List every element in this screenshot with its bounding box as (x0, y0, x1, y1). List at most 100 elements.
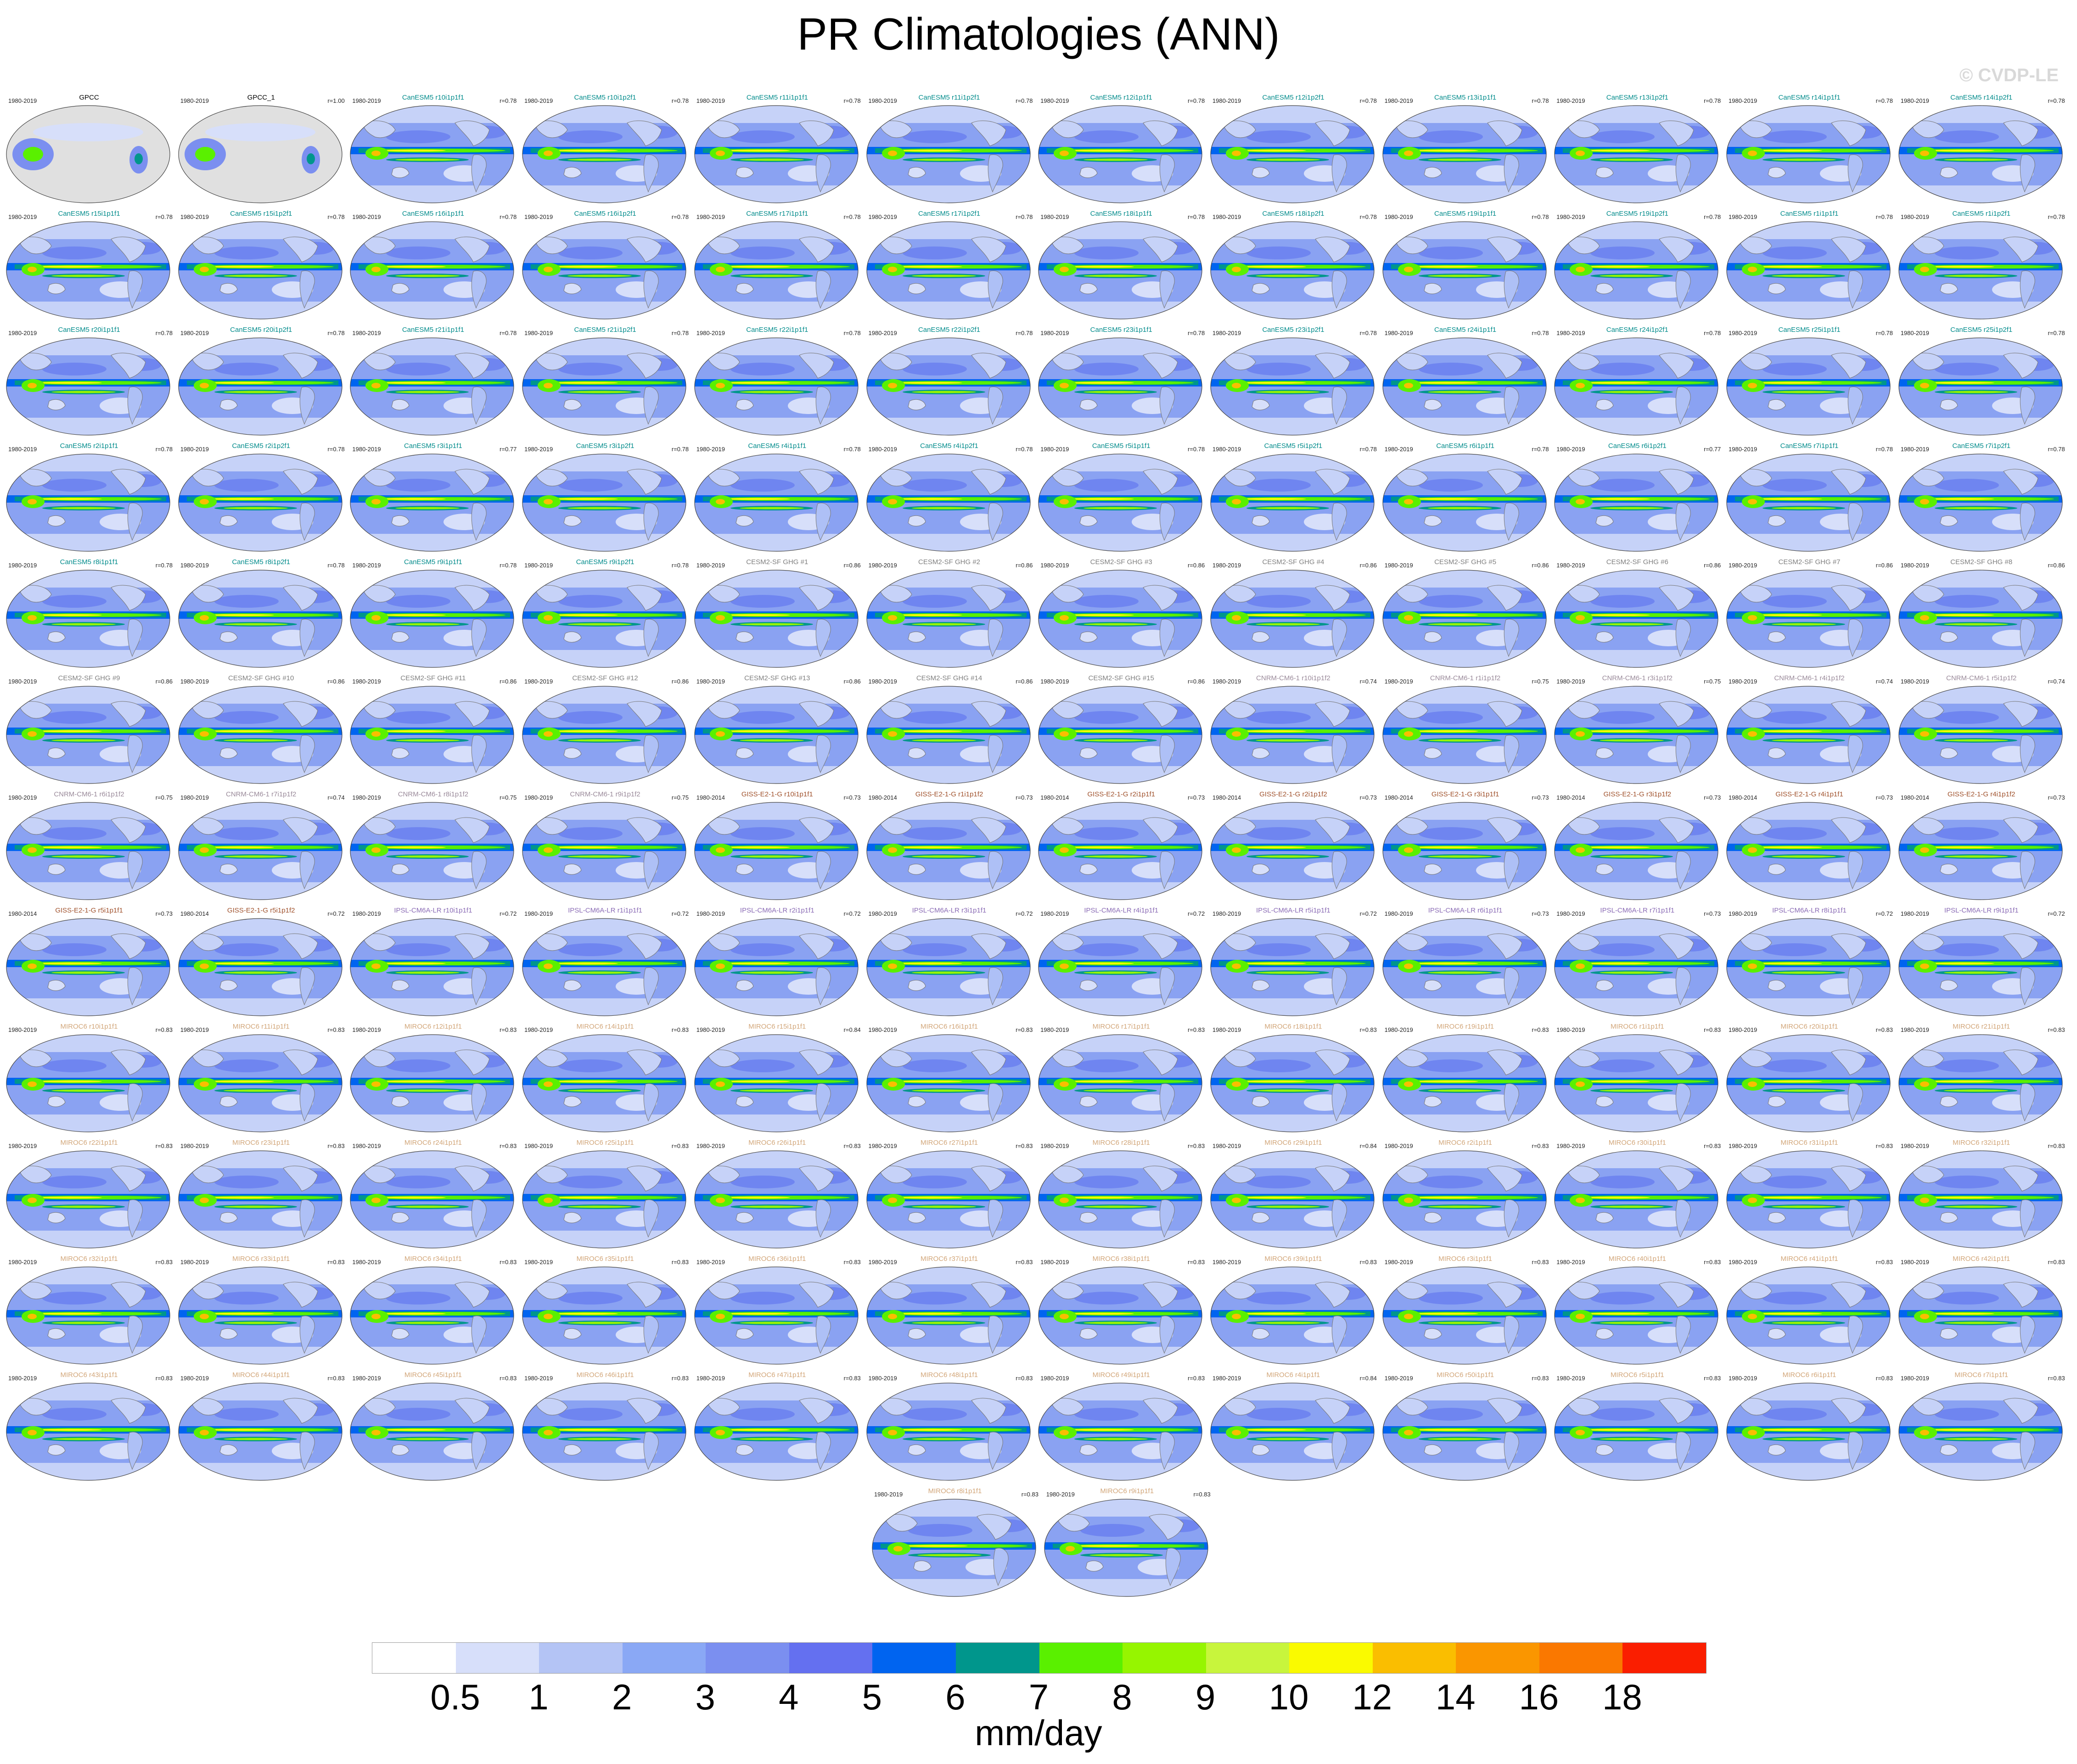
panel-years: 1980-2019 (352, 1026, 381, 1033)
map-panel: MIROC6 r11i1p1f1 1980-2019 r=0.83 (174, 1021, 347, 1136)
panel-title: GISS-E2-1-G r4i1p1f2 (1947, 790, 2015, 798)
colorbar-tick-label: 6 (945, 1677, 966, 1717)
panel-title: CanESM5 r21i1p1f1 (402, 326, 464, 334)
map-panel: MIROC6 r9i1p1f1 1980-2019 r=0.83 (1040, 1485, 1213, 1600)
panel-title: MIROC6 r40i1p1f1 (1608, 1255, 1666, 1263)
map-canesm (1554, 221, 1718, 319)
panel-years: 1980-2019 (1556, 446, 1585, 453)
map-panel: MIROC6 r33i1p1f1 1980-2019 r=0.83 (174, 1253, 347, 1368)
panel-years: 1980-2019 (696, 678, 725, 685)
map-canesm (522, 337, 686, 436)
map-canesm (1898, 454, 2063, 552)
panel-years: 1980-2019 (1900, 562, 1929, 569)
panel-correlation: r=0.83 (1875, 1259, 1893, 1266)
panel-title: CanESM5 r23i1p2f1 (1262, 326, 1325, 334)
panel-title: MIROC6 r32i1p1f1 (1953, 1139, 2010, 1147)
panel-title: MIROC6 r33i1p1f1 (232, 1255, 290, 1263)
panel-correlation: r=0.86 (1532, 562, 1549, 569)
map-miroc (694, 1034, 859, 1132)
map-giss (694, 802, 859, 900)
panel-years: 1980-2019 (524, 1375, 553, 1382)
map-canesm (6, 454, 170, 552)
map-canesm (694, 454, 859, 552)
map-panel: CanESM5 r3i1p2f1 1980-2019 r=0.78 (518, 440, 690, 555)
map-cnrm (1898, 686, 2063, 784)
panel-title: MIROC6 r21i1p1f1 (1953, 1023, 2010, 1030)
panel-title: GPCC_1 (247, 94, 275, 101)
panel-correlation: r=0.83 (155, 1026, 173, 1033)
map-canesm (178, 221, 342, 319)
panel-years: 1980-2019 (868, 1375, 897, 1382)
map-miroc (1038, 1034, 1202, 1132)
panel-years: 1980-2019 (180, 1142, 209, 1149)
panel-title: MIROC6 r9i1p1f1 (1100, 1487, 1154, 1495)
map-canesm (1382, 221, 1547, 319)
map-giss (1038, 802, 1202, 900)
panel-years: 1980-2014 (1212, 794, 1241, 801)
map-canesm (178, 570, 342, 668)
map-miroc (1898, 1266, 2063, 1365)
panel-title: IPSL-CM6A-LR r5i1p1f1 (1256, 907, 1330, 914)
panel-years: 1980-2019 (874, 1491, 903, 1498)
map-cnrm (1726, 686, 1891, 784)
map-panel: CanESM5 r25i1p1f1 1980-2019 r=0.78 (1722, 324, 1895, 439)
map-panel: CanESM5 r17i1p2f1 1980-2019 r=0.78 (862, 208, 1035, 323)
panel-correlation: r=0.78 (155, 562, 173, 569)
panel-years: 1980-2019 (1729, 1026, 1757, 1033)
panel-correlation: r=0.78 (1016, 446, 1033, 453)
map-cnrm (350, 802, 514, 900)
panel-years: 1980-2019 (868, 97, 897, 104)
map-panel: GISS-E2-1-G r4i1p1f2 1980-2014 r=0.73 (1894, 789, 2067, 903)
map-panel: MIROC6 r18i1p1f1 1980-2019 r=0.83 (1206, 1021, 1379, 1136)
map-panel: CanESM5 r19i1p2f1 1980-2019 r=0.78 (1550, 208, 1723, 323)
map-canesm (1726, 221, 1891, 319)
map-panel: CanESM5 r25i1p2f1 1980-2019 r=0.78 (1894, 324, 2067, 439)
map-canesm (1038, 221, 1202, 319)
panel-years: 1980-2019 (1040, 330, 1069, 336)
panel-years: 1980-2019 (1556, 213, 1585, 220)
map-panel: CanESM5 r12i1p2f1 1980-2019 r=0.78 (1206, 92, 1379, 207)
map-miroc (350, 1266, 514, 1365)
panel-years: 1980-2019 (352, 1142, 381, 1149)
panel-title: CanESM5 r12i1p2f1 (1262, 94, 1325, 101)
map-panel: CanESM5 r24i1p2f1 1980-2019 r=0.78 (1550, 324, 1723, 439)
map-panel: GISS-E2-1-G r5i1p1f2 1980-2014 r=0.72 (174, 905, 347, 1019)
panel-title: GISS-E2-1-G r1i1p1f2 (915, 790, 983, 798)
panel-correlation: r=0.83 (843, 1375, 861, 1382)
colorbar-tick-label: 8 (1112, 1677, 1132, 1717)
panel-title: CanESM5 r16i1p1f1 (402, 210, 464, 218)
map-miroc (866, 1383, 1031, 1481)
map-panel: MIROC6 r20i1p1f1 1980-2019 r=0.83 (1722, 1021, 1895, 1136)
map-panel: MIROC6 r40i1p1f1 1980-2019 r=0.83 (1550, 1253, 1723, 1368)
panel-years: 1980-2019 (1729, 678, 1757, 685)
panel-correlation: r=0.77 (1704, 446, 1721, 453)
map-miroc (1038, 1266, 1202, 1365)
panel-correlation: r=0.83 (2048, 1375, 2065, 1382)
map-panel: MIROC6 r2i1p1f1 1980-2019 r=0.83 (1378, 1137, 1551, 1252)
map-panel: MIROC6 r50i1p1f1 1980-2019 r=0.83 (1378, 1369, 1551, 1484)
panel-years: 1980-2019 (8, 794, 37, 801)
panel-years: 1980-2019 (8, 213, 37, 220)
panel-title: MIROC6 r22i1p1f1 (60, 1139, 118, 1147)
map-miroc (1726, 1383, 1891, 1481)
panel-years: 1980-2019 (524, 213, 553, 220)
panel-correlation: r=0.83 (1875, 1142, 1893, 1149)
map-panel: MIROC6 r42i1p1f1 1980-2019 r=0.83 (1894, 1253, 2067, 1368)
map-panel: CanESM5 r14i1p1f1 1980-2019 r=0.78 (1722, 92, 1895, 207)
map-panel: MIROC6 r48i1p1f1 1980-2019 r=0.83 (862, 1369, 1035, 1484)
panel-years: 1980-2019 (696, 1375, 725, 1382)
page-title: PR Climatologies (ANN) (797, 9, 1280, 59)
panel-years: 1980-2019 (524, 446, 553, 453)
panel-correlation: r=0.73 (1704, 794, 1721, 801)
panel-title: MIROC6 r49i1p1f1 (1092, 1371, 1150, 1379)
panel-years: 1980-2019 (1212, 1375, 1241, 1382)
panel-years: 1980-2019 (1729, 562, 1757, 569)
panel-correlation: r=0.83 (155, 1259, 173, 1266)
map-panel: MIROC6 r12i1p1f1 1980-2019 r=0.83 (346, 1021, 518, 1136)
map-cnrm (178, 802, 342, 900)
map-miroc (350, 1150, 514, 1249)
panel-correlation: r=0.83 (671, 1375, 689, 1382)
map-giss (866, 802, 1031, 900)
panel-years: 1980-2019 (1384, 910, 1413, 917)
panel-years: 1980-2019 (1556, 910, 1585, 917)
